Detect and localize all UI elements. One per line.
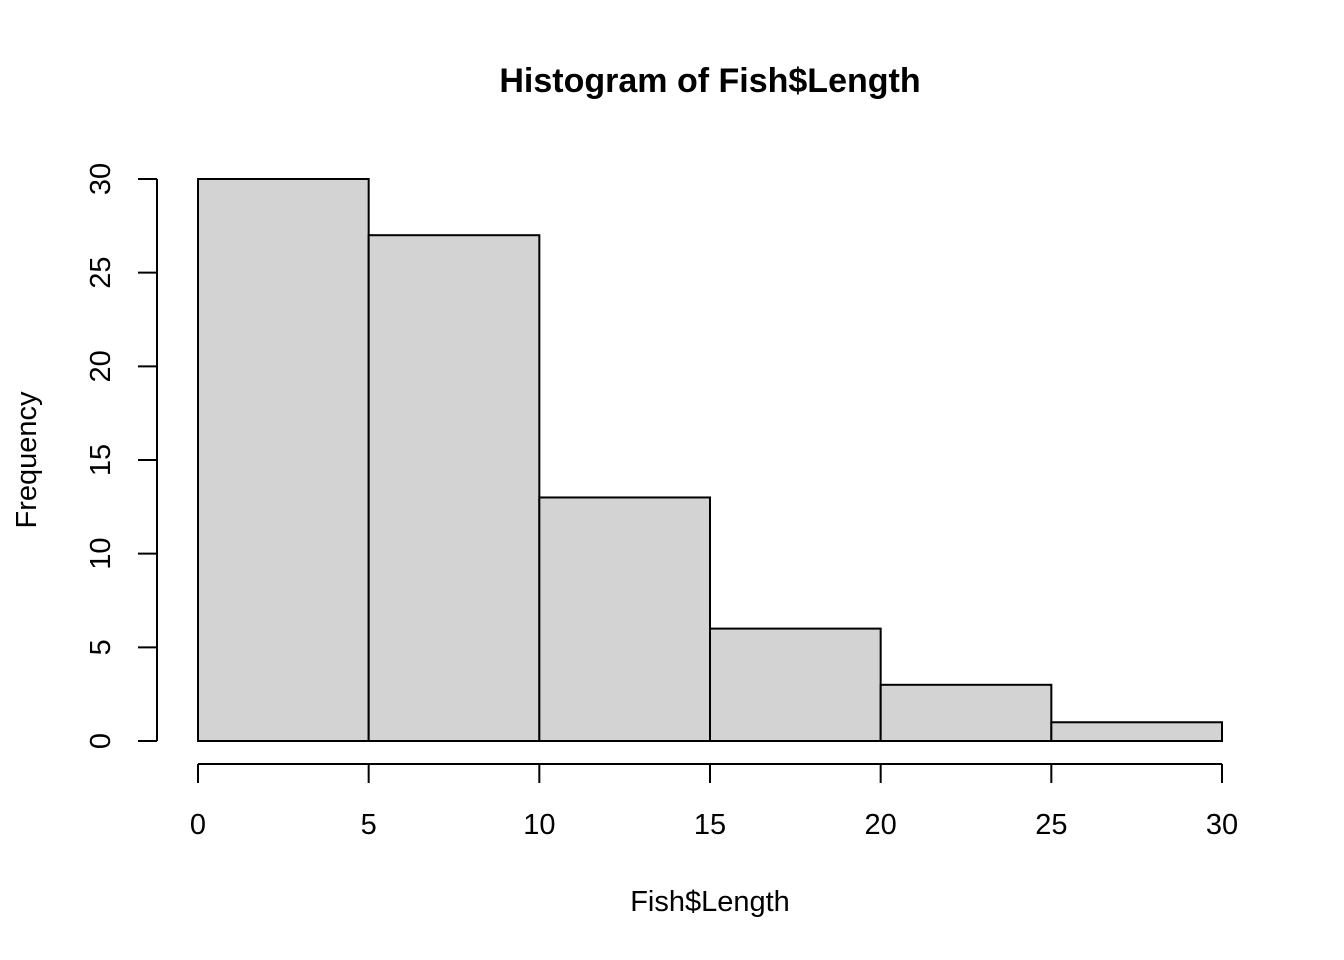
y-tick-label-1: 5 xyxy=(85,639,117,655)
x-tick-label-5: 25 xyxy=(1035,809,1067,841)
y-tick-label-6: 30 xyxy=(85,163,117,195)
bars-group xyxy=(197,178,1224,743)
histogram-bar-1 xyxy=(367,234,541,742)
y-tick-label-5: 25 xyxy=(85,257,117,289)
y-tick-label-3: 15 xyxy=(85,444,117,476)
x-axis-label: Fish$Length xyxy=(630,886,790,918)
x-tick-label-2: 10 xyxy=(523,809,555,841)
x-tick-label-6: 30 xyxy=(1206,809,1238,841)
histogram-bar-2 xyxy=(538,496,711,743)
histogram-bar-4 xyxy=(879,683,1053,742)
y-axis-label: Frequency xyxy=(11,391,43,529)
y-tick-label-0: 0 xyxy=(85,733,117,749)
y-tick-label-4: 20 xyxy=(85,350,117,382)
x-tick-label-3: 15 xyxy=(694,809,726,841)
histogram-bar-5 xyxy=(1050,721,1224,742)
histogram-bar-0 xyxy=(197,178,370,742)
x-axis: 0 5 10 15 20 25 30 xyxy=(190,763,1238,841)
histogram-bar-3 xyxy=(709,627,882,742)
y-axis: 0 5 10 15 20 25 30 xyxy=(85,163,158,749)
chart-title: Histogram of Fish$Length xyxy=(499,62,920,100)
x-tick-label-0: 0 xyxy=(190,809,206,841)
x-tick-label-4: 20 xyxy=(865,809,897,841)
x-tick-label-1: 5 xyxy=(361,809,377,841)
y-tick-label-2: 10 xyxy=(85,538,117,570)
